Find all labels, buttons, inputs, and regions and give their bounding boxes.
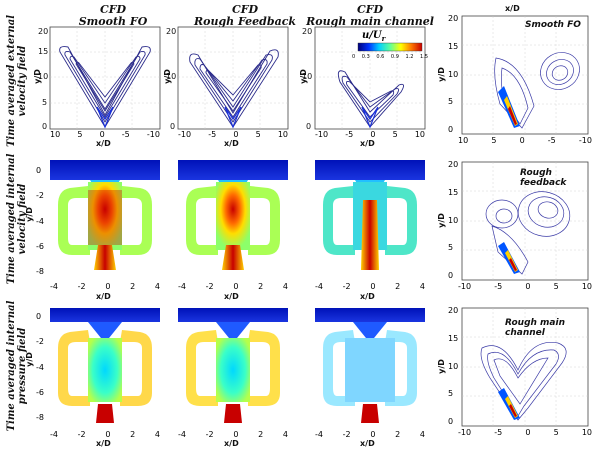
r1-ytick: 20 [38,27,49,36]
r3-yticks: 0 -2 -4 -6 -8 [36,312,44,422]
r1c1-plot [49,26,161,130]
c4p3-plot [461,307,589,427]
r3c3-plot [315,308,425,423]
r1-ytick-c3: 20 [302,27,313,36]
r1c3-xticks: -10 -5 0 5 10 [315,130,425,139]
r2c2-plot [178,160,288,270]
r2-xticks-c2: -4 -2 0 2 4 [178,282,288,291]
colorbar [357,42,423,52]
colorbar-ticks: 0 0.3 0.6 0.9 1.2 1.5 [352,54,428,60]
c4p1-ylabel: y/D [436,67,446,82]
c4p2-yticks: 0 5 10 15 20 [448,160,459,280]
r2c1-plot [50,160,160,270]
r1-ytick-c2: 0 [170,122,176,131]
colorbar-label: u/Ur [362,30,386,43]
r3-xticks-c2: -4 -2 0 2 4 [178,430,288,439]
col3-title: CFD Rough main channel [306,3,434,28]
r3c2-xlabel: x/D [224,439,239,448]
r2-xticks-c3: -4 -2 0 2 4 [315,282,425,291]
r1c2-xticks: -10 -5 0 5 10 [178,130,288,139]
r1c2-plot [177,26,289,130]
r1-ytick: 5 [42,98,48,107]
col4-title: x/D [505,4,520,13]
c4p2-label: Rough feedback [520,168,567,188]
r2-yticks: 0 -2 -4 -6 -8 [36,166,44,276]
r1c3-xlabel: x/D [360,139,375,148]
r3c1-plot [50,308,160,423]
row1-label: Time averaged external velocity field [6,14,28,148]
r3c3-xlabel: x/D [360,439,375,448]
c4p1-plot [461,15,589,135]
r2c3-plot [315,160,425,270]
r3-ylabel: y/D [24,352,34,367]
r1-ytick-c2: 10 [166,72,177,81]
r2c2-xlabel: x/D [224,292,239,301]
r1-ytick-c3: 0 [306,122,312,131]
c4p3-label: Rough main channel [505,318,565,338]
r1-ylabel-c2: y/D [162,69,172,84]
c4p2-ylabel: y/D [436,213,446,228]
r1c2-xlabel: x/D [224,139,239,148]
col2-title: CFD Rough Feedback [193,3,297,28]
r1-ytick-c2: 20 [166,27,177,36]
r2-xticks-c1: -4 -2 0 2 4 [50,282,160,291]
c4p1-yticks: 0 5 10 15 20 [448,14,459,134]
r1-ytick: 10 [38,72,49,81]
c4p3-yticks: 0 5 10 15 20 [448,306,459,426]
r1-ytick: 0 [42,122,48,131]
r1-ylabel-c3: y/D [298,69,308,84]
r3-xticks-c1: -4 -2 0 2 4 [50,430,160,439]
c4p2-plot [461,161,589,281]
c4p2-xticks: -10 -5 0 5 10 [458,282,592,291]
r1-ylabel: y/D [32,69,42,84]
r2c3-xlabel: x/D [360,292,375,301]
r3c2-plot [178,308,288,423]
r1c1-xticks: 10 5 0 -5 -10 [50,130,160,139]
r2-ylabel: y/D [24,207,34,222]
r2c1-xlabel: x/D [96,292,111,301]
col1-title: CFD Smooth FO [78,3,148,28]
r1-ytick: 15 [38,47,49,56]
r3c1-xlabel: x/D [96,439,111,448]
c4p1-label: Smooth FO [525,20,581,30]
c4p1-xticks: 10 5 0 -5 -10 [458,136,592,145]
c4p3-ylabel: y/D [436,359,446,374]
r3-xticks-c3: -4 -2 0 2 4 [315,430,425,439]
r1c1-xlabel: x/D [96,139,111,148]
r1-ytick-c3: 10 [302,72,313,81]
c4p3-xticks: -10 -5 0 5 10 [458,428,592,437]
